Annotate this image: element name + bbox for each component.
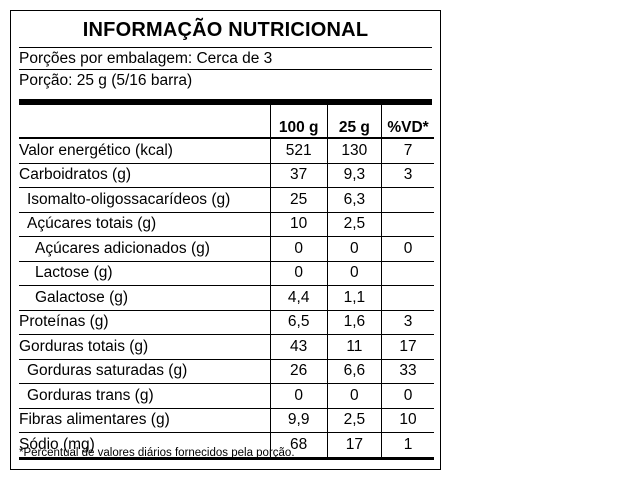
value-per-100g: 6,5 <box>269 310 328 335</box>
value-per-serving: 6,6 <box>326 359 382 384</box>
value-per-100g: 25 <box>269 187 328 213</box>
panel-title: INFORMAÇÃO NUTRICIONAL <box>82 19 369 41</box>
table-row: Lactose (g) 0 0 <box>19 261 434 286</box>
value-daily-value <box>381 212 434 237</box>
value-per-serving: 2,5 <box>326 212 382 237</box>
value-per-100g: 10 <box>269 212 328 237</box>
nutrient-label: Açúcares adicionados (g) <box>19 236 271 262</box>
value-per-100g: 0 <box>269 383 328 409</box>
value-per-100g: 26 <box>269 359 328 384</box>
table-row: Açúcares adicionados (g) 0 0 0 <box>19 236 434 262</box>
value-per-serving: 130 <box>326 138 382 164</box>
nutrient-label: Carboidratos (g) <box>19 163 271 188</box>
value-per-100g: 9,9 <box>269 408 328 433</box>
serving-size: Porção: 25 g (5/16 barra) <box>19 72 193 89</box>
nutrient-label: Isomalto-oligossacarídeos (g) <box>19 187 271 213</box>
value-daily-value: 33 <box>381 359 434 384</box>
value-per-serving: 11 <box>326 334 382 360</box>
value-daily-value: 17 <box>381 334 434 360</box>
value-per-100g: 37 <box>269 163 328 188</box>
value-per-100g: 4,4 <box>269 285 328 311</box>
nutrient-label: Gorduras saturadas (g) <box>19 359 271 384</box>
nutrient-label: Valor energético (kcal) <box>19 138 271 164</box>
header-per-serving: 25 g <box>326 105 382 139</box>
footnote: *Percentual de valores diários fornecido… <box>19 447 295 459</box>
value-per-serving: 1,1 <box>326 285 382 311</box>
table-row: Sódio (mg) 68 17 1 <box>19 432 434 460</box>
value-per-serving: 9,3 <box>326 163 382 188</box>
nutrient-label: Proteínas (g) <box>19 310 271 335</box>
nutrient-label: Gorduras totais (g) <box>19 334 271 360</box>
nutrient-label: Gorduras trans (g) <box>19 383 271 409</box>
value-daily-value <box>381 261 434 286</box>
value-per-serving: 2,5 <box>326 408 382 433</box>
value-daily-value: 0 <box>381 236 434 262</box>
table-row: Gorduras saturadas (g) 26 6,6 33 <box>19 359 434 384</box>
value-daily-value: 3 <box>381 163 434 188</box>
value-per-100g: 521 <box>269 138 328 164</box>
value-daily-value: 1 <box>381 432 434 460</box>
value-per-100g: 0 <box>269 261 328 286</box>
table-row: Isomalto-oligossacarídeos (g) 25 6,3 <box>19 187 434 213</box>
table-row: Açúcares totais (g) 10 2,5 <box>19 212 434 237</box>
table-header-row: 100 g 25 g %VD* <box>19 105 434 139</box>
nutrition-facts-panel: INFORMAÇÃO NUTRICIONAL Porções por embal… <box>10 10 441 470</box>
value-per-100g: 0 <box>269 236 328 262</box>
nutrient-label: Açúcares totais (g) <box>19 212 271 237</box>
value-daily-value: 7 <box>381 138 434 164</box>
value-daily-value: 3 <box>381 310 434 335</box>
header-daily-value: %VD* <box>381 105 434 139</box>
value-per-100g: 68 <box>269 432 328 460</box>
value-per-serving: 1,6 <box>326 310 382 335</box>
nutrition-table: 100 g 25 g %VD* Valor energético (kcal) 5… <box>19 105 434 460</box>
value-per-serving: 0 <box>326 383 382 409</box>
header-blank <box>19 105 271 139</box>
nutrient-label: Sódio (mg) <box>19 432 271 460</box>
divider <box>19 69 432 70</box>
divider <box>19 47 432 48</box>
nutrient-label: Galactose (g) <box>19 285 271 311</box>
nutrient-label: Lactose (g) <box>19 261 271 286</box>
value-daily-value: 10 <box>381 408 434 433</box>
table-row: Valor energético (kcal) 521 130 7 <box>19 138 434 164</box>
value-per-100g: 43 <box>269 334 328 360</box>
value-daily-value <box>381 285 434 311</box>
value-daily-value: 0 <box>381 383 434 409</box>
servings-per-package: Porções por embalagem: Cerca de 3 <box>19 50 273 67</box>
table-row: Carboidratos (g) 37 9,3 3 <box>19 163 434 188</box>
thick-divider <box>19 99 432 105</box>
value-per-serving: 0 <box>326 261 382 286</box>
table-row: Gorduras totais (g) 43 11 17 <box>19 334 434 360</box>
table-row: Proteínas (g) 6,5 1,6 3 <box>19 310 434 335</box>
value-per-serving: 6,3 <box>326 187 382 213</box>
header-per-100g: 100 g <box>269 105 328 139</box>
value-per-serving: 0 <box>326 236 382 262</box>
value-daily-value <box>381 187 434 213</box>
nutrient-label: Fibras alimentares (g) <box>19 408 271 433</box>
table-row: Galactose (g) 4,4 1,1 <box>19 285 434 311</box>
table-row: Gorduras trans (g) 0 0 0 <box>19 383 434 409</box>
value-per-serving: 17 <box>326 432 382 460</box>
table-row: Fibras alimentares (g) 9,9 2,5 10 <box>19 408 434 433</box>
